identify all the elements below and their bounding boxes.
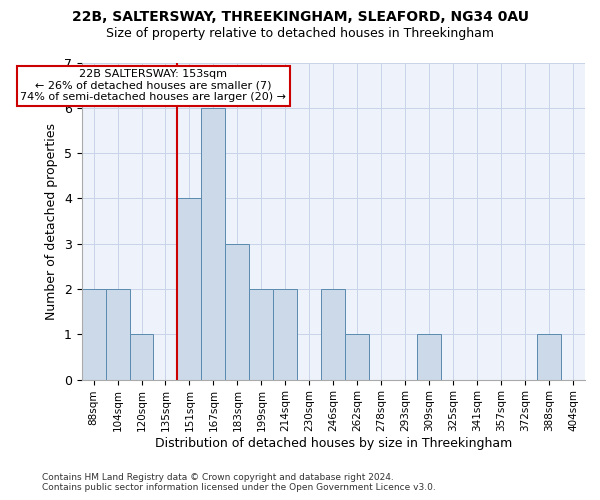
Bar bbox=[345, 334, 369, 380]
Text: Size of property relative to detached houses in Threekingham: Size of property relative to detached ho… bbox=[106, 28, 494, 40]
Y-axis label: Number of detached properties: Number of detached properties bbox=[45, 122, 58, 320]
Bar bbox=[417, 334, 441, 380]
Bar bbox=[226, 244, 250, 380]
Bar bbox=[537, 334, 561, 380]
Bar bbox=[82, 289, 106, 380]
X-axis label: Distribution of detached houses by size in Threekingham: Distribution of detached houses by size … bbox=[155, 437, 512, 450]
Text: 22B, SALTERSWAY, THREEKINGHAM, SLEAFORD, NG34 0AU: 22B, SALTERSWAY, THREEKINGHAM, SLEAFORD,… bbox=[71, 10, 529, 24]
Bar bbox=[130, 334, 154, 380]
Text: 22B SALTERSWAY: 153sqm
← 26% of detached houses are smaller (7)
74% of semi-deta: 22B SALTERSWAY: 153sqm ← 26% of detached… bbox=[20, 70, 286, 102]
Bar bbox=[274, 289, 298, 380]
Bar bbox=[321, 289, 345, 380]
Text: Contains HM Land Registry data © Crown copyright and database right 2024.
Contai: Contains HM Land Registry data © Crown c… bbox=[42, 473, 436, 492]
Bar bbox=[250, 289, 274, 380]
Bar bbox=[178, 198, 202, 380]
Bar bbox=[202, 108, 226, 380]
Bar bbox=[106, 289, 130, 380]
